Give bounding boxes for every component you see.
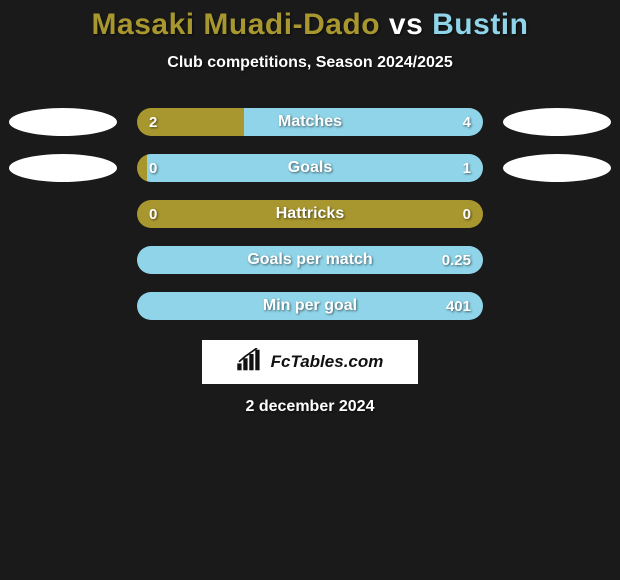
stat-bar: Goals01 <box>137 154 483 182</box>
player1-ellipse <box>9 108 117 136</box>
stat-row: Hattricks00 <box>0 200 620 228</box>
bar-right-fill <box>137 246 483 274</box>
player2-ellipse <box>503 108 611 136</box>
branding-badge: FcTables.com <box>202 340 418 384</box>
player2-name: Bustin <box>432 8 528 41</box>
stat-bar: Min per goal401 <box>137 292 483 320</box>
stat-row: Min per goal401 <box>0 292 620 320</box>
player1-name: Masaki Muadi-Dado <box>92 8 381 41</box>
chart-icon <box>237 348 265 377</box>
bar-right-fill <box>137 292 483 320</box>
bar-left-fill <box>137 200 483 228</box>
stat-bar: Hattricks00 <box>137 200 483 228</box>
bar-right-fill <box>147 154 483 182</box>
stat-bar: Matches24 <box>137 108 483 136</box>
vs-text: vs <box>380 8 432 41</box>
subtitle: Club competitions, Season 2024/2025 <box>0 54 620 72</box>
comparison-card: Masaki Muadi-Dado vs Bustin Club competi… <box>0 0 620 416</box>
stat-row: Goals01 <box>0 154 620 182</box>
date-text: 2 december 2024 <box>0 398 620 416</box>
stat-bar: Goals per match0.25 <box>137 246 483 274</box>
player2-ellipse <box>503 154 611 182</box>
branding-text: FcTables.com <box>271 352 384 372</box>
bar-left-fill <box>137 108 244 136</box>
stat-row: Matches24 <box>0 108 620 136</box>
player1-ellipse <box>9 154 117 182</box>
stat-row: Goals per match0.25 <box>0 246 620 274</box>
bar-right-fill <box>244 108 483 136</box>
bars-list: Matches24 Goals01 Hattricks00 Goals per mat… <box>0 108 620 320</box>
bar-left-fill <box>137 154 147 182</box>
page-title: Masaki Muadi-Dado vs Bustin <box>0 8 620 42</box>
